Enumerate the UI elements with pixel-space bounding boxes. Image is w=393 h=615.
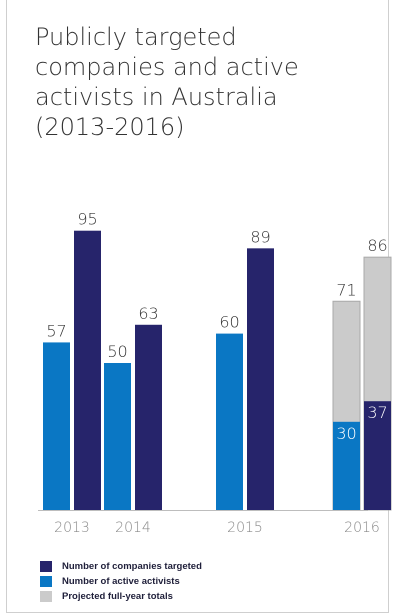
bar bbox=[216, 333, 243, 510]
projected-label: 71 bbox=[336, 280, 356, 299]
legend: Number of companies targeted Number of a… bbox=[40, 559, 202, 604]
bar bbox=[135, 324, 162, 510]
legend-label-companies: Number of companies targeted bbox=[62, 561, 202, 572]
data-label: 37 bbox=[367, 403, 387, 422]
legend-label-activists: Number of active activists bbox=[62, 576, 180, 587]
data-label: 30 bbox=[336, 424, 356, 443]
legend-label-projected: Projected full-year totals bbox=[62, 591, 173, 602]
data-label: 50 bbox=[107, 342, 127, 361]
data-label: 60 bbox=[219, 313, 239, 332]
x-tick-label: 2014 bbox=[115, 520, 151, 536]
bar bbox=[364, 401, 391, 510]
data-label: 89 bbox=[250, 227, 270, 246]
data-label: 57 bbox=[46, 321, 66, 340]
bar bbox=[247, 248, 274, 510]
x-tick-label: 2015 bbox=[227, 520, 263, 536]
bar bbox=[43, 342, 70, 510]
x-tick-label: 2016 bbox=[344, 520, 380, 536]
legend-swatch-projected bbox=[40, 591, 52, 602]
bar bbox=[104, 363, 131, 510]
bar bbox=[333, 421, 360, 510]
legend-item-activists: Number of active activists bbox=[40, 574, 202, 589]
legend-swatch-activists bbox=[40, 576, 52, 587]
data-label: 95 bbox=[77, 210, 97, 229]
legend-swatch-companies bbox=[40, 561, 52, 572]
legend-item-projected: Projected full-year totals bbox=[40, 589, 202, 604]
legend-item-companies: Number of companies targeted bbox=[40, 559, 202, 574]
projected-label: 86 bbox=[367, 236, 387, 255]
x-tick-label: 2013 bbox=[54, 520, 90, 536]
chart-title: Publicly targeted companies and active a… bbox=[35, 23, 299, 141]
data-label: 63 bbox=[138, 304, 158, 323]
bar bbox=[74, 230, 101, 510]
